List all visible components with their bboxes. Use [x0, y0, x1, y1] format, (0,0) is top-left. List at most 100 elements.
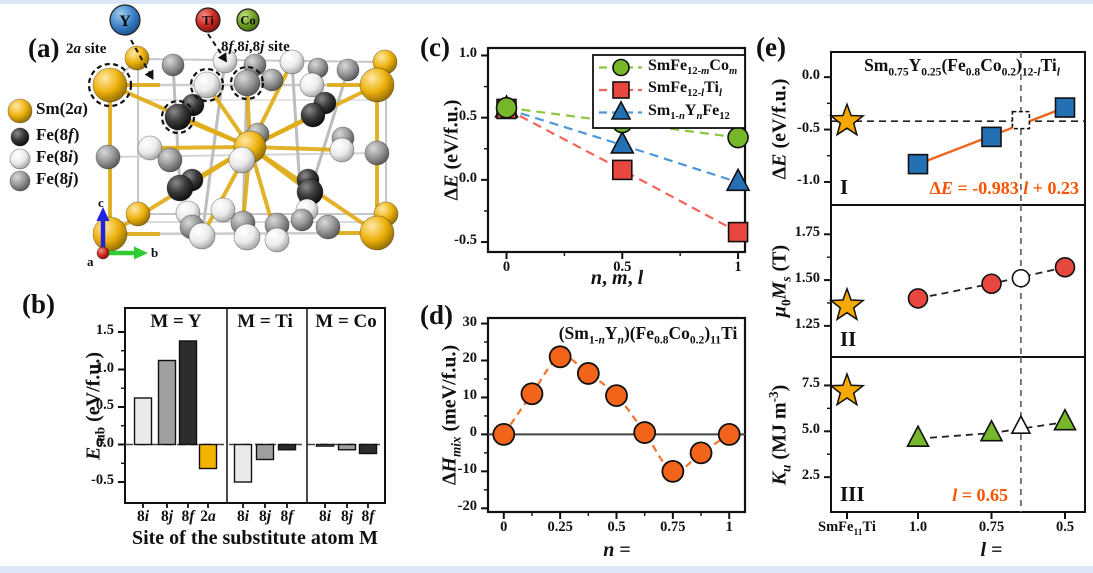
c-legend-label: SmFe12-mCom — [648, 56, 738, 77]
e-ytick-label: 1.25 — [794, 315, 820, 332]
c-legend-marker — [612, 81, 630, 99]
atom-fe-8i — [137, 135, 163, 161]
fe-bond — [308, 69, 350, 193]
d-plot-frame — [486, 316, 747, 514]
atom-fe-8i — [210, 197, 236, 223]
atom-fe-8j — [161, 53, 185, 77]
d-title: (Sm1-nYn)(Fe0.8Co0.2)11Ti — [558, 323, 738, 347]
atom-fe-8j — [95, 144, 121, 170]
d-ytick-label: -20 — [457, 498, 477, 515]
c-xtick-label: 0.5 — [613, 259, 632, 275]
e-open-point — [1011, 268, 1031, 288]
d-data-point — [492, 422, 516, 446]
b-bar — [277, 443, 297, 451]
c-xlabel: n, m, l — [590, 267, 644, 289]
atom-fe-8i — [228, 146, 256, 174]
c-legend-marker — [610, 100, 632, 120]
d-data-point — [576, 362, 600, 385]
e-data-point — [981, 126, 1002, 148]
species-symbol-Co: Co — [240, 14, 255, 28]
e-open-point — [1010, 414, 1032, 435]
c-series-line — [506, 106, 739, 139]
atom-fe-8j — [364, 140, 390, 166]
e-star-smfe11ti — [828, 371, 866, 407]
atom-fe-8i — [299, 72, 325, 98]
a-legend-atom-gold — [7, 98, 33, 124]
b-bar — [255, 443, 275, 461]
atom-fe-8j — [336, 58, 360, 82]
e-frame-III — [830, 356, 1086, 513]
b-xtick-label: 8f — [181, 508, 195, 525]
c-data-point — [495, 96, 518, 119]
chart-plots — [118, 46, 1086, 519]
e-ylabel-III: Ku (MJ m-3) — [765, 384, 794, 485]
b-xtick-label: 8j — [340, 508, 354, 525]
atom-fe-8i — [329, 137, 355, 163]
e-ylabel-I: ΔE (eV/f.u.) — [768, 78, 791, 179]
e-panel-numeral: II — [840, 327, 857, 351]
c-data-point — [611, 159, 633, 181]
d-xtick-label: 0.75 — [660, 519, 686, 535]
b-ytick-label: 0.5 — [95, 397, 114, 413]
b-group-header: M = Ti — [237, 311, 293, 332]
atom-sm-2a — [359, 67, 395, 103]
e-data-point — [907, 153, 929, 175]
c-xtick-label: 1 — [734, 259, 742, 275]
e-data-point — [979, 419, 1004, 442]
atom-fe-8i — [233, 223, 261, 251]
panel-label-e: (e) — [756, 32, 786, 62]
axis-label-b: b — [151, 245, 159, 260]
atom-fe-8f — [164, 103, 192, 131]
substitution-site-circle — [229, 65, 265, 101]
d-xtick-label: 0 — [500, 519, 508, 535]
b-bar — [233, 443, 253, 483]
b-bar — [157, 359, 177, 446]
d-data-point — [661, 459, 685, 483]
panel-label-b: (b) — [22, 289, 55, 319]
atom-fe-8f — [300, 102, 326, 128]
panel-e-chart — [824, 51, 1086, 519]
a-axis-ball — [96, 246, 110, 260]
species-ball-Ti — [195, 7, 221, 33]
atom-fe-8i — [193, 71, 221, 99]
e-data-point — [906, 424, 930, 448]
d-data-point — [689, 441, 713, 465]
b-xtick-label: 8i — [236, 508, 250, 525]
e-data-point — [1054, 256, 1076, 278]
b-xtick-label: 8i — [136, 508, 150, 525]
e-data-point — [907, 288, 929, 309]
e-ytick-label: -0.5 — [797, 119, 820, 136]
c-xtick-label: 0 — [502, 259, 511, 275]
background-strip-bottom — [0, 566, 1093, 573]
c-legend-marker — [612, 58, 630, 77]
substitution-site-circle — [160, 99, 196, 135]
e-xtick-label: 1.0 — [908, 519, 928, 535]
c-legend-label: SmFe12-lTil — [648, 79, 722, 100]
b-ytick-label: 1.0 — [95, 359, 114, 376]
atom-fe-8i — [188, 222, 216, 250]
e-ytick-label: 1.50 — [794, 270, 820, 287]
b-bar — [133, 397, 153, 446]
substitution-site-circle — [87, 62, 133, 108]
e-data-point — [981, 273, 1002, 295]
species-symbol-Y: Y — [119, 13, 131, 30]
b-ytick-label: -0.5 — [91, 472, 114, 488]
d-data-point — [605, 384, 628, 408]
b-group-header: M = Y — [150, 311, 202, 332]
e-xlabel: l = — [980, 539, 1003, 561]
d-ytick-label: -10 — [457, 461, 477, 478]
a-legend-label: Fe(8i) — [36, 147, 79, 166]
a-legend-atom-black — [10, 127, 30, 147]
c-ytick-label: -0.5 — [454, 232, 477, 249]
c-ytick-label: 0.5 — [458, 107, 477, 124]
arrow-y-to-2a-site — [130, 39, 150, 73]
atom-fe-8i — [264, 227, 290, 253]
e-data-point — [1054, 97, 1076, 118]
b-xtick-label: 8j — [160, 508, 174, 525]
atom-fe-8i — [279, 49, 305, 75]
a-legend-label: Fe(8j) — [36, 169, 79, 188]
atom-sm-2a — [125, 201, 151, 227]
d-data-point — [520, 382, 544, 406]
